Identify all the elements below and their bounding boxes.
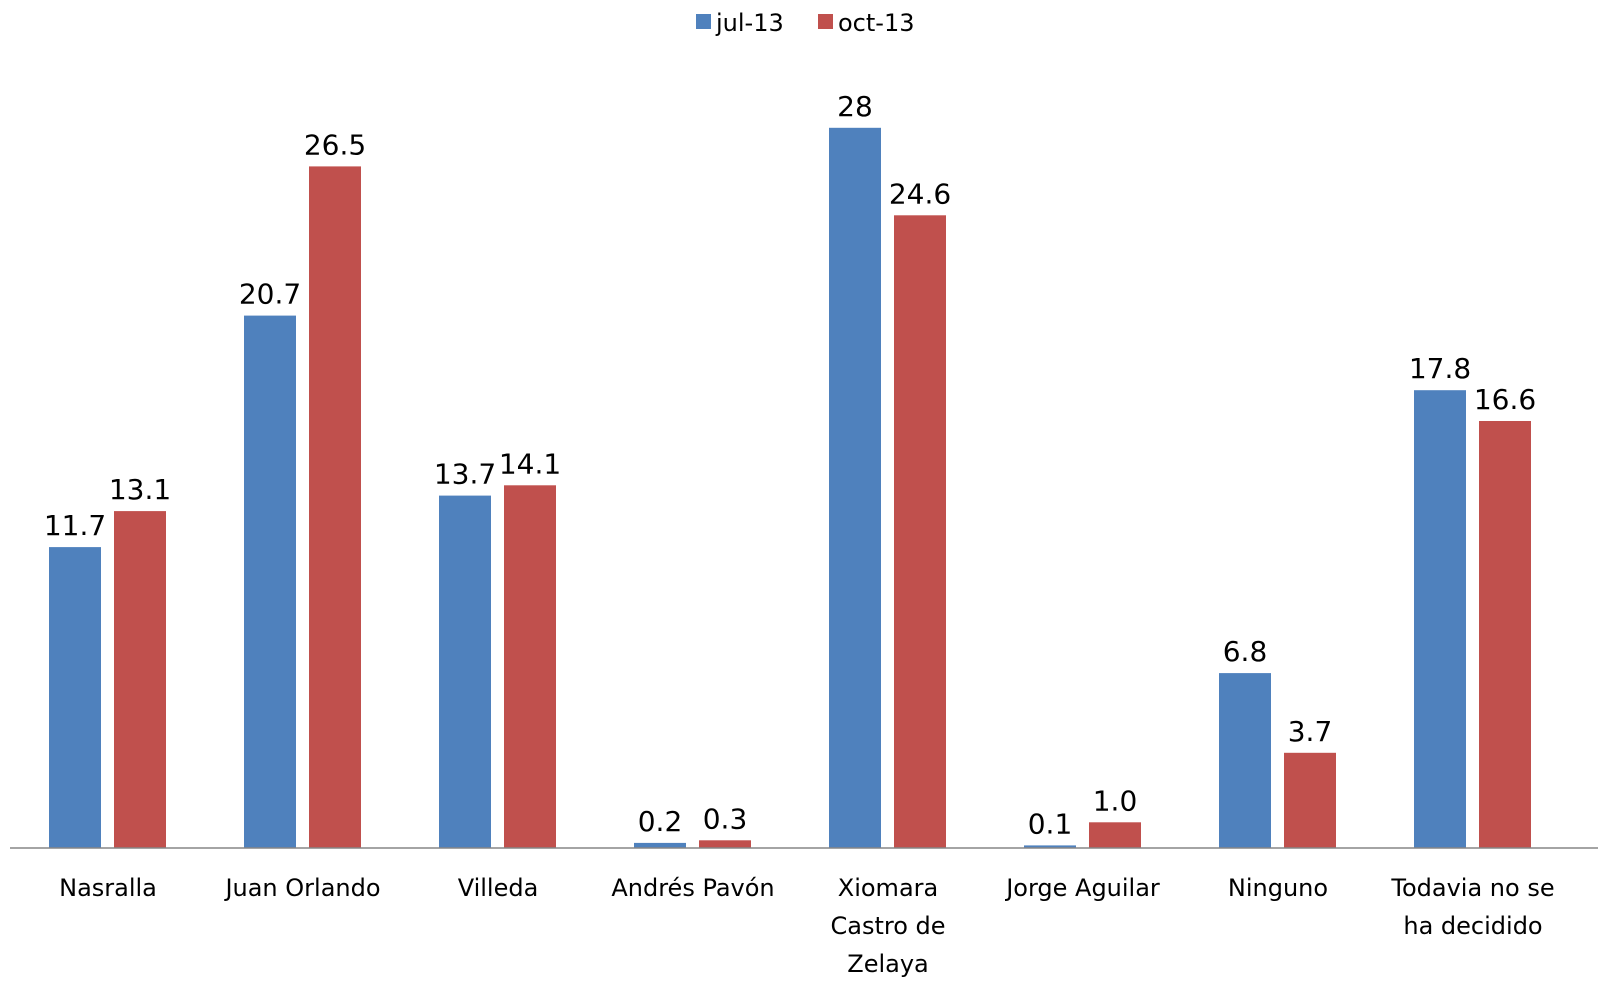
data-label: 0.2 (638, 805, 683, 838)
data-label: 14.1 (499, 447, 561, 480)
data-label: 26.5 (304, 128, 366, 161)
data-label: 20.7 (239, 278, 301, 311)
bar-oct-13-2 (504, 485, 556, 848)
category-label: Juan Orlando (223, 874, 380, 902)
category-label: Jorge Aguilar (1004, 874, 1160, 902)
category-label: Castro de (830, 912, 945, 940)
data-label: 0.1 (1028, 807, 1073, 840)
category-labels-layer: Nasralla Juan Orlando Villeda Andrés Pavón X… (59, 874, 1555, 978)
category-label: Xiomara (838, 874, 938, 902)
legend-label: oct-13 (838, 9, 915, 37)
data-label: 24.6 (889, 177, 951, 210)
data-label: 17.8 (1409, 352, 1471, 385)
bar-oct-13-7 (1479, 421, 1531, 848)
bars-layer (49, 127, 1531, 849)
legend-swatch (818, 14, 833, 29)
data-label: 11.7 (44, 509, 106, 542)
bar-oct-13-5 (1089, 822, 1141, 848)
data-label: 13.7 (434, 458, 496, 491)
data-label: 28 (837, 90, 873, 123)
bar-jul-13-0 (49, 547, 101, 848)
value-labels-layer: 11.7 20.7 13.7 0.2 28 0.1 6.8 17.8 13.1 26.5 14.1 0… (44, 90, 1536, 841)
category-label: Ninguno (1228, 874, 1328, 902)
category-label: Nasralla (59, 874, 157, 902)
legend: jul-13 oct-13 (696, 9, 915, 37)
category-label: ha decidido (1403, 912, 1542, 940)
bar-oct-13-4 (894, 215, 946, 849)
bar-oct-13-6 (1284, 752, 1336, 848)
data-label: 1.0 (1093, 784, 1138, 817)
category-label: Villeda (458, 874, 539, 902)
bar-oct-13-1 (309, 166, 361, 848)
category-label: Todavia no se (1390, 874, 1554, 902)
data-label: 16.6 (1474, 383, 1536, 416)
bar-jul-13-1 (244, 315, 296, 849)
bar-jul-13-5 (1024, 845, 1076, 848)
bar-jul-13-6 (1219, 673, 1271, 848)
bar-jul-13-4 (829, 127, 881, 849)
bar-jul-13-2 (439, 495, 491, 848)
legend-label: jul-13 (715, 9, 784, 37)
bar-oct-13-0 (114, 511, 166, 848)
data-label: 0.3 (703, 802, 748, 835)
category-label: Zelaya (847, 950, 929, 978)
bar-jul-13-3 (634, 842, 686, 848)
data-label: 13.1 (109, 473, 171, 506)
legend-swatch (696, 14, 711, 29)
category-label: Andrés Pavón (611, 874, 774, 902)
bar-jul-13-7 (1414, 390, 1466, 848)
data-label: 6.8 (1223, 635, 1268, 668)
bar-oct-13-3 (699, 840, 751, 848)
data-label: 3.7 (1288, 715, 1333, 748)
